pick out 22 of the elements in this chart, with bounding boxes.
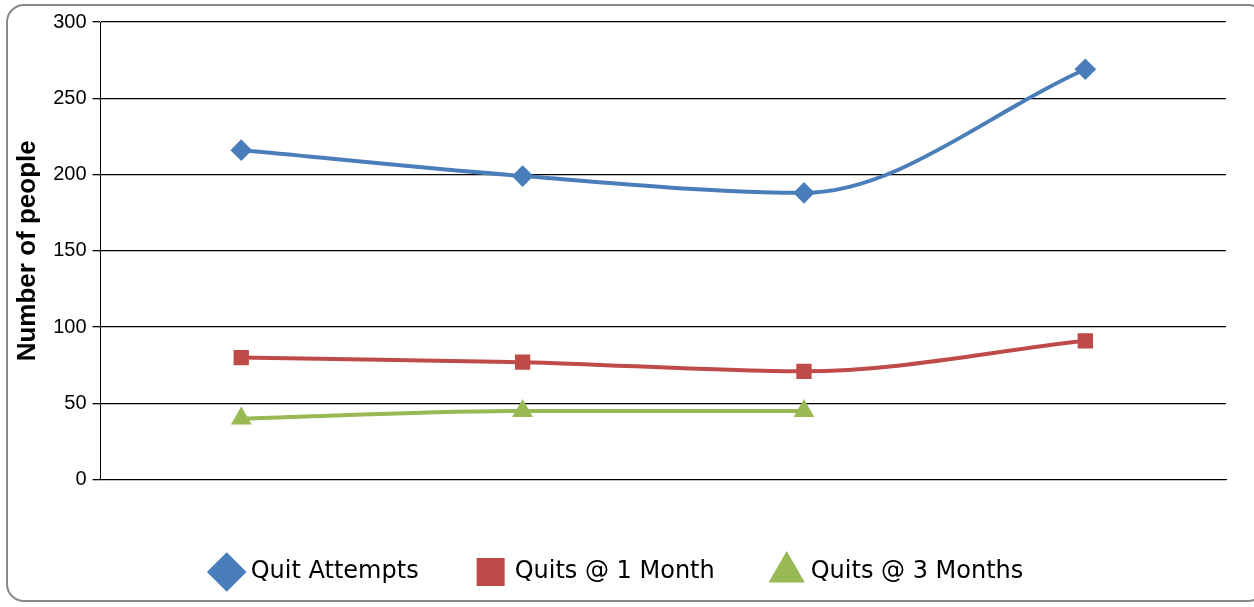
point: [512, 166, 533, 187]
point: [1075, 59, 1096, 80]
point: [793, 182, 814, 203]
y-tick-label: 200: [53, 162, 87, 185]
point: [514, 354, 531, 370]
y-tick-label: 0: [75, 467, 87, 490]
y-tick-label: 100: [53, 314, 87, 337]
y-axis-title: Number of people: [10, 140, 41, 362]
legend-label: Quits @ 3 Months: [810, 556, 1024, 585]
y-tick-label: 50: [64, 390, 87, 413]
point: [795, 400, 813, 417]
y-tick-label: 300: [53, 9, 87, 32]
point: [231, 406, 252, 425]
y-tick-label: 250: [53, 85, 87, 108]
y-tick-label: 150: [53, 238, 87, 261]
legend-label: Quits @ 1 Month: [514, 556, 715, 585]
point: [796, 363, 812, 379]
point: [231, 140, 252, 161]
point: [513, 400, 532, 417]
point: [1077, 333, 1093, 349]
point: [233, 349, 249, 366]
legend-label: Quit Attempts: [250, 556, 419, 585]
